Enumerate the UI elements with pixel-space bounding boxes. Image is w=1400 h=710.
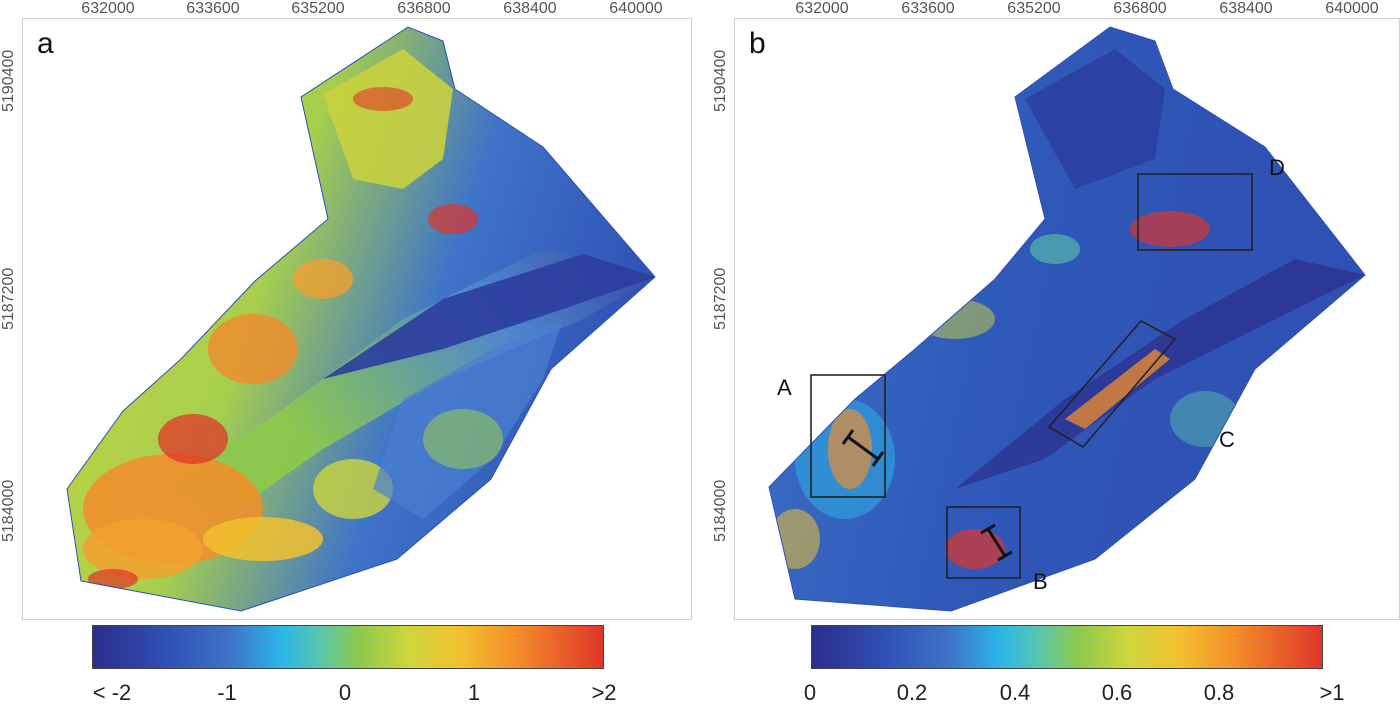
y-tick-label: 5184000 xyxy=(712,479,729,542)
y-tick-label: 5190400 xyxy=(0,49,17,112)
box-label-c: C xyxy=(1219,427,1235,452)
raster-map-b xyxy=(768,26,1366,612)
x-tick-label: 640000 xyxy=(609,0,663,17)
x-tick-label: 638400 xyxy=(1219,0,1273,17)
profile-line-a xyxy=(841,429,885,467)
colorbar-a-label: 1 xyxy=(467,680,481,705)
x-tick-label: 640000 xyxy=(1325,0,1379,17)
x-tick-label: 632000 xyxy=(795,0,849,17)
raster-map-a xyxy=(66,26,656,612)
colorbar-b-label: 0.8 xyxy=(1203,680,1235,705)
x-tick-label: 638400 xyxy=(503,0,557,17)
colorbar-b-label: 0.2 xyxy=(896,680,928,705)
x-tick-label: 635200 xyxy=(291,0,345,17)
box-label-b: B xyxy=(1033,569,1048,594)
panel-label-b: b xyxy=(749,27,766,60)
colorbar-b-label: 0 xyxy=(803,680,817,705)
region-box-d xyxy=(1137,173,1253,251)
colorbar-a-label: < -2 xyxy=(92,680,132,705)
colorbar-a-label: 0 xyxy=(338,680,352,705)
colorbar-a xyxy=(92,625,604,669)
x-tick-label: 635200 xyxy=(1007,0,1061,17)
profile-line-b xyxy=(980,523,1013,562)
colorbar-a-label: -1 xyxy=(217,680,237,705)
colorbar-a-label: >2 xyxy=(591,680,617,705)
map-panel-a: a xyxy=(22,18,692,620)
region-box-b xyxy=(946,506,1021,579)
x-tick-label: 632000 xyxy=(81,0,135,17)
colorbar-b-label: >1 xyxy=(1319,680,1345,705)
region-box-a xyxy=(810,374,886,498)
y-tick-label: 5184000 xyxy=(0,479,17,542)
colorbar-b-label: 0.4 xyxy=(999,680,1031,705)
x-tick-label: 633600 xyxy=(901,0,955,17)
region-box-c xyxy=(1047,319,1177,449)
y-tick-label: 5187200 xyxy=(0,267,17,330)
colorbar-b xyxy=(811,625,1323,669)
x-tick-label: 633600 xyxy=(186,0,240,17)
box-label-d: D xyxy=(1269,155,1285,180)
map-panel-b: b xyxy=(734,18,1400,620)
colorbar-b-label: 0.6 xyxy=(1101,680,1133,705)
y-tick-label: 5187200 xyxy=(712,267,729,330)
x-tick-label: 636800 xyxy=(1113,0,1167,17)
panel-label-a: a xyxy=(37,27,54,60)
box-label-a: A xyxy=(777,375,792,400)
x-tick-label: 636800 xyxy=(397,0,451,17)
y-tick-label: 5190400 xyxy=(712,49,729,112)
